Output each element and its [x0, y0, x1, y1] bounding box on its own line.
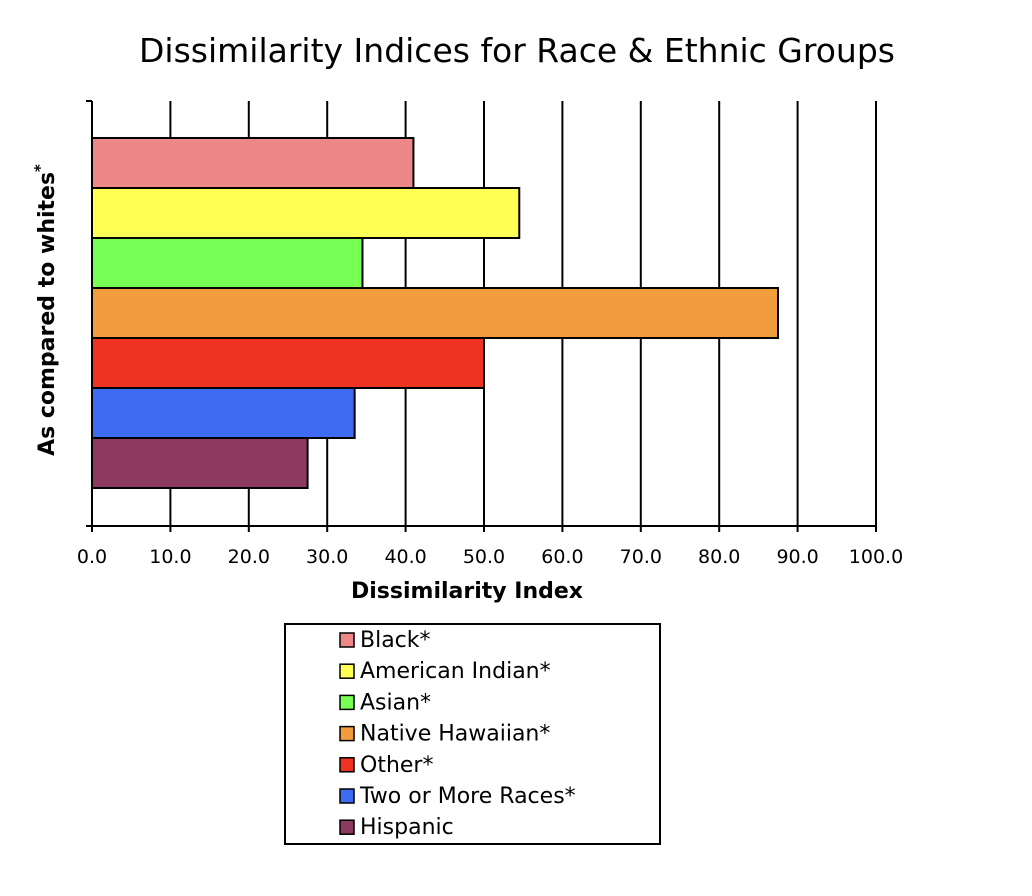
x-axis-title: Dissimilarity Index	[351, 579, 583, 604]
legend-label: American Indian*	[360, 659, 551, 684]
legend-label: Two or More Races*	[359, 784, 576, 809]
chart-title: Dissimilarity Indices for Race & Ethnic …	[139, 31, 895, 70]
y-axis-title-text: As compared to whites	[35, 172, 60, 456]
bar	[91, 337, 485, 389]
x-tick-label: 80.0	[698, 546, 740, 568]
legend-swatch	[339, 632, 355, 648]
x-tick-label: 30.0	[306, 546, 348, 568]
bar	[91, 437, 309, 489]
x-tick-label: 50.0	[463, 546, 505, 568]
bars	[91, 137, 779, 489]
legend-swatch	[339, 819, 355, 835]
bar	[91, 287, 779, 339]
legend-swatch	[339, 788, 355, 804]
x-tick-label: 10.0	[149, 546, 191, 568]
legend-swatch	[339, 757, 355, 773]
x-tick-label: 70.0	[620, 546, 662, 568]
x-tick-label: 0.0	[77, 546, 107, 568]
y-axis-title-group: As compared to whites*	[31, 164, 60, 456]
legend: Black* American Indian* Asian* Native Hawai…	[339, 628, 576, 840]
bar	[91, 187, 521, 239]
y-axis-title: As compared to whites*	[31, 164, 60, 456]
legend-swatch	[339, 694, 355, 711]
x-tick-labels: 0.0 10.0 20.0 30.0 40.0 50.0 60.0 70.0 80.0 90.0 1…	[77, 546, 903, 568]
legend-label: Other*	[360, 753, 433, 778]
legend-label: Asian*	[360, 690, 431, 715]
x-tick-label: 20.0	[228, 546, 270, 568]
bar	[91, 237, 364, 289]
x-tick-label: 90.0	[776, 546, 818, 568]
x-tick-label: 100.0	[849, 546, 903, 568]
legend-label: Black*	[360, 628, 431, 653]
legend-swatch	[339, 725, 355, 742]
legend-swatch	[339, 663, 355, 679]
x-tick-label: 60.0	[541, 546, 583, 568]
axes	[86, 100, 877, 532]
legend-label: Hispanic	[360, 815, 454, 840]
bar	[91, 137, 415, 189]
legend-label: Native Hawaiian*	[360, 722, 550, 747]
y-axis-title-superscript: *	[31, 164, 49, 172]
bar	[91, 387, 356, 439]
x-tick-label: 40.0	[384, 546, 426, 568]
